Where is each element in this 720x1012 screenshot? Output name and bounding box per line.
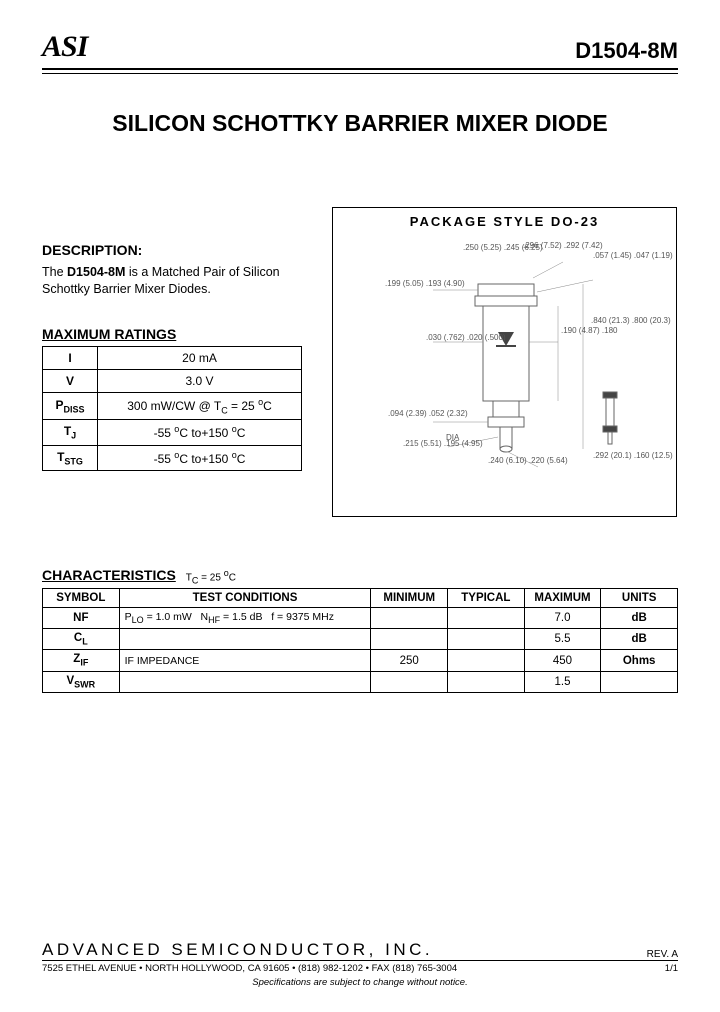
- col-max: MAXIMUM: [524, 589, 601, 608]
- char-symbol: NF: [43, 608, 120, 629]
- max-ratings-heading: MAXIMUM RATINGS: [42, 326, 312, 342]
- dim-label: .215 (5.51) .195 (4.95): [403, 440, 483, 449]
- char-symbol: CL: [43, 629, 120, 650]
- left-column: DESCRIPTION: The D1504-8M is a Matched P…: [42, 207, 312, 517]
- units-text: dB: [631, 633, 646, 645]
- footer: ADVANCED SEMICONDUCTOR, INC. REV. A 7525…: [42, 940, 678, 988]
- char-min: [371, 608, 448, 629]
- description-heading: DESCRIPTION:: [42, 242, 312, 258]
- characteristics-table: SYMBOL TEST CONDITIONS MINIMUM TYPICAL M…: [42, 588, 678, 693]
- char-units: Ohms: [601, 650, 678, 671]
- col-units: UNITS: [601, 589, 678, 608]
- page-number: 1/1: [665, 963, 678, 974]
- description-block: DESCRIPTION: The D1504-8M is a Matched P…: [42, 242, 312, 298]
- col-typ: TYPICAL: [448, 589, 525, 608]
- dim-label: .199 (5.05) .193 (4.90): [385, 280, 465, 289]
- header: ASI D1504-8M: [42, 30, 678, 64]
- char-typ: [448, 629, 525, 650]
- char-cond: IF IMPEDANCE: [119, 650, 371, 671]
- package-drawing: .250 (5.25) .245 (6.25) .296 (7.52) .292…: [333, 242, 676, 516]
- char-max: 1.5: [524, 671, 601, 692]
- right-column: PACKAGE STYLE DO-23: [332, 207, 678, 517]
- dim-label: .094 (2.39) .052 (2.32): [388, 410, 468, 419]
- dim-label: .292 (20.1) .160 (12.5): [593, 452, 673, 461]
- table-row: PDISS 300 mW/CW @ TC = 25 oC: [43, 392, 302, 419]
- characteristics-heading-row: CHARACTERISTICS TC = 25 oC: [42, 567, 678, 585]
- char-units: [601, 671, 678, 692]
- col-conditions: TEST CONDITIONS: [119, 589, 371, 608]
- table-row: I 20 mA: [43, 346, 302, 369]
- dim-label: .030 (.762) .020 (.500): [426, 334, 506, 343]
- char-max: 450: [524, 650, 601, 671]
- char-min: [371, 629, 448, 650]
- mid-section: DESCRIPTION: The D1504-8M is a Matched P…: [42, 207, 678, 517]
- footer-address: 7525 ETHEL AVENUE • NORTH HOLLYWOOD, CA …: [42, 963, 457, 974]
- part-number: D1504-8M: [575, 38, 678, 64]
- table-header-row: SYMBOL TEST CONDITIONS MINIMUM TYPICAL M…: [43, 589, 678, 608]
- rating-symbol: TSTG: [43, 445, 98, 470]
- units-text: Ohms: [623, 655, 656, 667]
- table-row: VSWR 1.5: [43, 671, 678, 692]
- char-symbol: VSWR: [43, 671, 120, 692]
- dim-label: DIA: [446, 434, 459, 443]
- rating-value: -55 oC to+150 oC: [98, 445, 302, 470]
- char-min: [371, 671, 448, 692]
- characteristics-condition: TC = 25 oC: [186, 568, 236, 585]
- char-typ: [448, 650, 525, 671]
- char-units: dB: [601, 608, 678, 629]
- rating-symbol: V: [43, 369, 98, 392]
- char-max: 5.5: [524, 629, 601, 650]
- footer-row-2: 7525 ETHEL AVENUE • NORTH HOLLYWOOD, CA …: [42, 963, 678, 974]
- rating-value: 20 mA: [98, 346, 302, 369]
- package-title: PACKAGE STYLE DO-23: [333, 208, 676, 235]
- rating-symbol: PDISS: [43, 392, 98, 419]
- char-units: dB: [601, 629, 678, 650]
- dim-label: .057 (1.45) .047 (1.19): [593, 252, 673, 261]
- char-cond: [119, 629, 371, 650]
- table-row: ZIF IF IMPEDANCE 250 450 Ohms: [43, 650, 678, 671]
- units-text: dB: [631, 612, 646, 624]
- table-row: V 3.0 V: [43, 369, 302, 392]
- char-typ: [448, 608, 525, 629]
- dim-label: .240 (6.10) .220 (5.64): [488, 457, 568, 466]
- package-box: PACKAGE STYLE DO-23: [332, 207, 677, 517]
- char-max: 7.0: [524, 608, 601, 629]
- char-min: 250: [371, 650, 448, 671]
- char-symbol: ZIF: [43, 650, 120, 671]
- footer-note: Specifications are subject to change wit…: [42, 977, 678, 988]
- dim-label: .190 (4.87) .180: [561, 327, 617, 336]
- table-row: TSTG -55 oC to+150 oC: [43, 445, 302, 470]
- revision: REV. A: [647, 949, 678, 960]
- rating-symbol: I: [43, 346, 98, 369]
- char-cond: [119, 671, 371, 692]
- characteristics-heading: CHARACTERISTICS: [42, 567, 176, 583]
- rating-value: -55 oC to+150 oC: [98, 420, 302, 445]
- rating-value: 300 mW/CW @ TC = 25 oC: [98, 392, 302, 419]
- description-text: The D1504-8M is a Matched Pair of Silico…: [42, 264, 312, 298]
- col-min: MINIMUM: [371, 589, 448, 608]
- col-symbol: SYMBOL: [43, 589, 120, 608]
- dim-label: .840 (21.3) .800 (20.3): [591, 317, 671, 326]
- table-row: TJ -55 oC to+150 oC: [43, 420, 302, 445]
- company-name: ADVANCED SEMICONDUCTOR, INC.: [42, 940, 433, 960]
- rating-symbol: TJ: [43, 420, 98, 445]
- char-cond: PLO = 1.0 mW NHF = 1.5 dB f = 9375 MHz: [119, 608, 371, 629]
- rating-value: 3.0 V: [98, 369, 302, 392]
- max-ratings-table: I 20 mA V 3.0 V PDISS 300 mW/CW @ TC = 2…: [42, 346, 302, 471]
- footer-divider: [42, 960, 678, 961]
- dim-label: .296 (7.52) .292 (7.42): [523, 242, 603, 251]
- header-divider: [42, 68, 678, 74]
- table-row: NF PLO = 1.0 mW NHF = 1.5 dB f = 9375 MH…: [43, 608, 678, 629]
- desc-prefix: The: [42, 265, 67, 279]
- footer-row-1: ADVANCED SEMICONDUCTOR, INC. REV. A: [42, 940, 678, 960]
- table-row: CL 5.5 dB: [43, 629, 678, 650]
- char-typ: [448, 671, 525, 692]
- page-title: SILICON SCHOTTKY BARRIER MIXER DIODE: [42, 110, 678, 137]
- desc-bold: D1504-8M: [67, 265, 125, 279]
- company-logo: ASI: [42, 30, 87, 64]
